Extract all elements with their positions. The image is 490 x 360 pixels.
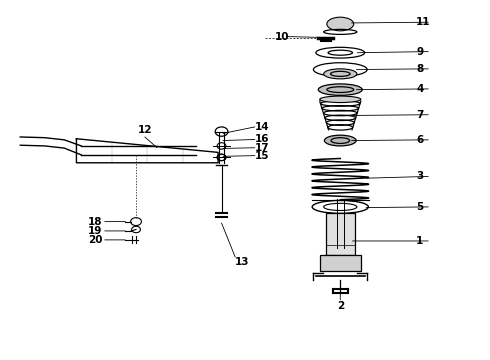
Ellipse shape [327, 17, 354, 31]
Text: 13: 13 [235, 257, 250, 267]
Text: 3: 3 [416, 171, 423, 181]
Text: 14: 14 [255, 122, 270, 132]
Text: 7: 7 [416, 110, 423, 120]
Ellipse shape [318, 84, 362, 95]
Text: 16: 16 [255, 135, 270, 144]
Text: 19: 19 [88, 226, 102, 236]
Text: 4: 4 [416, 84, 423, 94]
Text: 6: 6 [416, 135, 423, 145]
Text: 5: 5 [416, 202, 423, 212]
Text: 10: 10 [274, 32, 289, 41]
Text: 18: 18 [88, 217, 102, 226]
Text: 20: 20 [88, 235, 102, 245]
Text: 12: 12 [138, 125, 152, 135]
Text: 1: 1 [416, 236, 423, 246]
Text: 17: 17 [255, 143, 270, 153]
Ellipse shape [324, 69, 357, 79]
Text: 2: 2 [337, 301, 344, 311]
Text: 8: 8 [416, 64, 423, 74]
Text: 9: 9 [416, 46, 423, 57]
Text: 11: 11 [416, 17, 431, 27]
Bar [320, 255, 361, 271]
Ellipse shape [320, 96, 361, 103]
Bar [326, 213, 355, 255]
Ellipse shape [324, 135, 356, 146]
Text: 15: 15 [255, 150, 270, 161]
